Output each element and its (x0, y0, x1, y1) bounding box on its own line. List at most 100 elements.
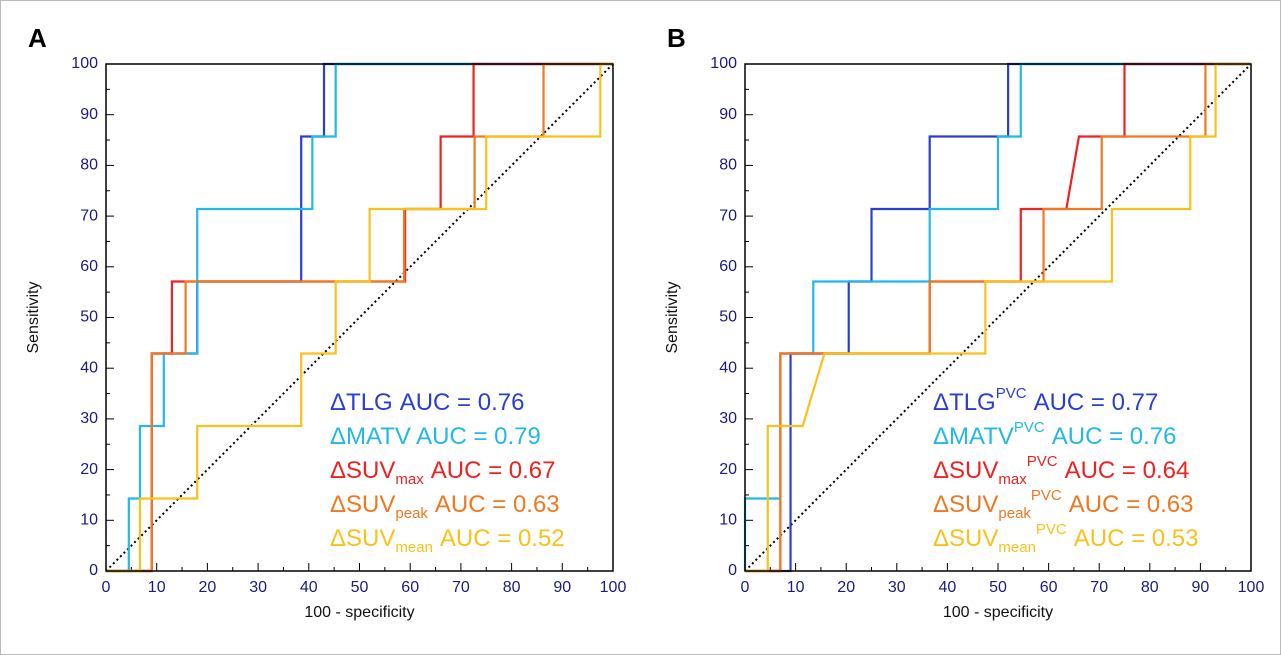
y-tick-label: 0 (728, 562, 737, 579)
y-tick-label: 90 (80, 106, 98, 123)
legend-auc: AUC = 0.67 (431, 457, 556, 484)
x-tick-label: 90 (553, 579, 571, 596)
x-axis-label: 100 - specificity (943, 604, 1053, 621)
legend-name: ΔSUV (933, 457, 998, 484)
legend-name: ΔSUV (330, 525, 395, 552)
y-tick-label: 20 (719, 461, 737, 478)
legend-name: ΔTLG (330, 389, 393, 416)
legend-auc: AUC = 0.76 (1052, 423, 1177, 450)
legend-name: ΔSUV (330, 491, 395, 518)
x-tick-label: 60 (401, 579, 419, 596)
y-tick-label: 30 (80, 410, 98, 427)
x-tick-label: 70 (1090, 579, 1108, 596)
x-tick-label: 40 (300, 579, 318, 596)
legend-auc: AUC = 0.52 (440, 525, 565, 552)
x-tick-label: 10 (148, 579, 166, 596)
legend-entry: ΔMATVPVC AUC = 0.76 (933, 419, 1177, 450)
y-tick-label: 100 (71, 55, 98, 72)
legend-auc: AUC = 0.63 (1069, 491, 1194, 518)
legend-auc: AUC = 0.79 (416, 423, 541, 450)
legend-name: ΔSUV (330, 457, 395, 484)
x-tick-label: 80 (1141, 579, 1159, 596)
y-tick-label: 50 (719, 309, 737, 326)
y-tick-label: 60 (719, 258, 737, 275)
legend-entry: ΔSUVpeak AUC = 0.63 (330, 491, 560, 522)
x-tick-label: 40 (939, 579, 957, 596)
x-tick-label: 80 (503, 579, 521, 596)
plot-frame (744, 63, 1252, 572)
roc-curve (745, 62, 1251, 573)
x-tick-label: 0 (741, 579, 750, 596)
x-tick-label: 30 (888, 579, 906, 596)
y-tick-label: 80 (80, 157, 98, 174)
legend-entry: ΔTLG AUC = 0.76 (330, 389, 524, 416)
legend-superscript: PVC (996, 385, 1027, 402)
panel-label: A (28, 23, 47, 53)
legend-name: ΔSUV (933, 525, 998, 552)
x-tick-label: 70 (452, 579, 470, 596)
legend-auc: AUC = 0.63 (435, 491, 560, 518)
legend-auc: AUC = 0.64 (1065, 457, 1190, 484)
chance-line (744, 63, 1252, 572)
roc-curve (106, 62, 613, 573)
legend-entry: ΔSUVpeakPVC AUC = 0.63 (933, 487, 1194, 522)
legend-subscript: mean (998, 539, 1036, 556)
legend-subscript: max (395, 471, 424, 488)
y-tick-label: 0 (89, 562, 98, 579)
legend-subscript: peak (998, 505, 1031, 522)
y-tick-label: 100 (710, 55, 737, 72)
y-tick-label: 20 (80, 461, 98, 478)
y-axis-label: Sensitivity (25, 281, 42, 353)
legend-entry: ΔSUVmeanPVC AUC = 0.53 (933, 521, 1199, 556)
x-tick-label: 20 (199, 579, 217, 596)
y-tick-label: 70 (719, 207, 737, 224)
legend-entry: ΔTLGPVC AUC = 0.77 (933, 385, 1158, 416)
y-tick-label: 90 (719, 106, 737, 123)
x-tick-label: 20 (837, 579, 855, 596)
y-tick-label: 40 (80, 359, 98, 376)
y-tick-label: 30 (719, 410, 737, 427)
y-tick-label: 50 (80, 309, 98, 326)
y-tick-label: 60 (80, 258, 98, 275)
x-tick-label: 100 (1238, 579, 1265, 596)
y-axis-label: Sensitivity (664, 281, 681, 353)
roc-curve (745, 62, 1251, 573)
legend-superscript: PVC (1014, 419, 1045, 436)
y-tick-label: 40 (719, 359, 737, 376)
y-tick-label: 10 (80, 512, 98, 529)
legend-superscript: PVC (1031, 487, 1062, 504)
panel-label: B (667, 23, 686, 53)
legend-entry: ΔSUVmean AUC = 0.52 (330, 525, 565, 556)
legend-auc: AUC = 0.77 (1034, 389, 1159, 416)
legend-auc: AUC = 0.76 (400, 389, 525, 416)
legend-subscript: mean (395, 539, 433, 556)
x-axis-label: 100 - specificity (304, 604, 414, 621)
legend-auc: AUC = 0.53 (1074, 525, 1199, 552)
legend-entry: ΔMATV AUC = 0.79 (330, 423, 541, 450)
x-tick-label: 50 (989, 579, 1007, 596)
legend-subscript: peak (395, 505, 428, 522)
x-tick-label: 0 (102, 579, 111, 596)
plot-frame (105, 63, 614, 572)
y-tick-label: 70 (80, 207, 98, 224)
legend-name: ΔMATV (330, 423, 411, 450)
legend-subscript: max (998, 471, 1027, 488)
roc-curve (106, 62, 613, 573)
roc-curve (745, 62, 1251, 573)
legend-name: ΔSUV (933, 491, 998, 518)
x-tick-label: 90 (1192, 579, 1210, 596)
x-tick-label: 50 (351, 579, 369, 596)
legend-superscript: PVC (1036, 521, 1067, 538)
x-tick-label: 60 (1040, 579, 1058, 596)
legend-entry: ΔSUVmaxPVC AUC = 0.64 (933, 453, 1189, 488)
x-tick-label: 100 (600, 579, 627, 596)
legend-entry: ΔSUVmax AUC = 0.67 (330, 457, 555, 488)
y-tick-label: 10 (719, 512, 737, 529)
x-tick-label: 10 (787, 579, 805, 596)
x-tick-label: 30 (249, 579, 267, 596)
y-tick-label: 80 (719, 157, 737, 174)
legend-name: ΔTLG (933, 389, 996, 416)
legend-name: ΔMATV (933, 423, 1014, 450)
